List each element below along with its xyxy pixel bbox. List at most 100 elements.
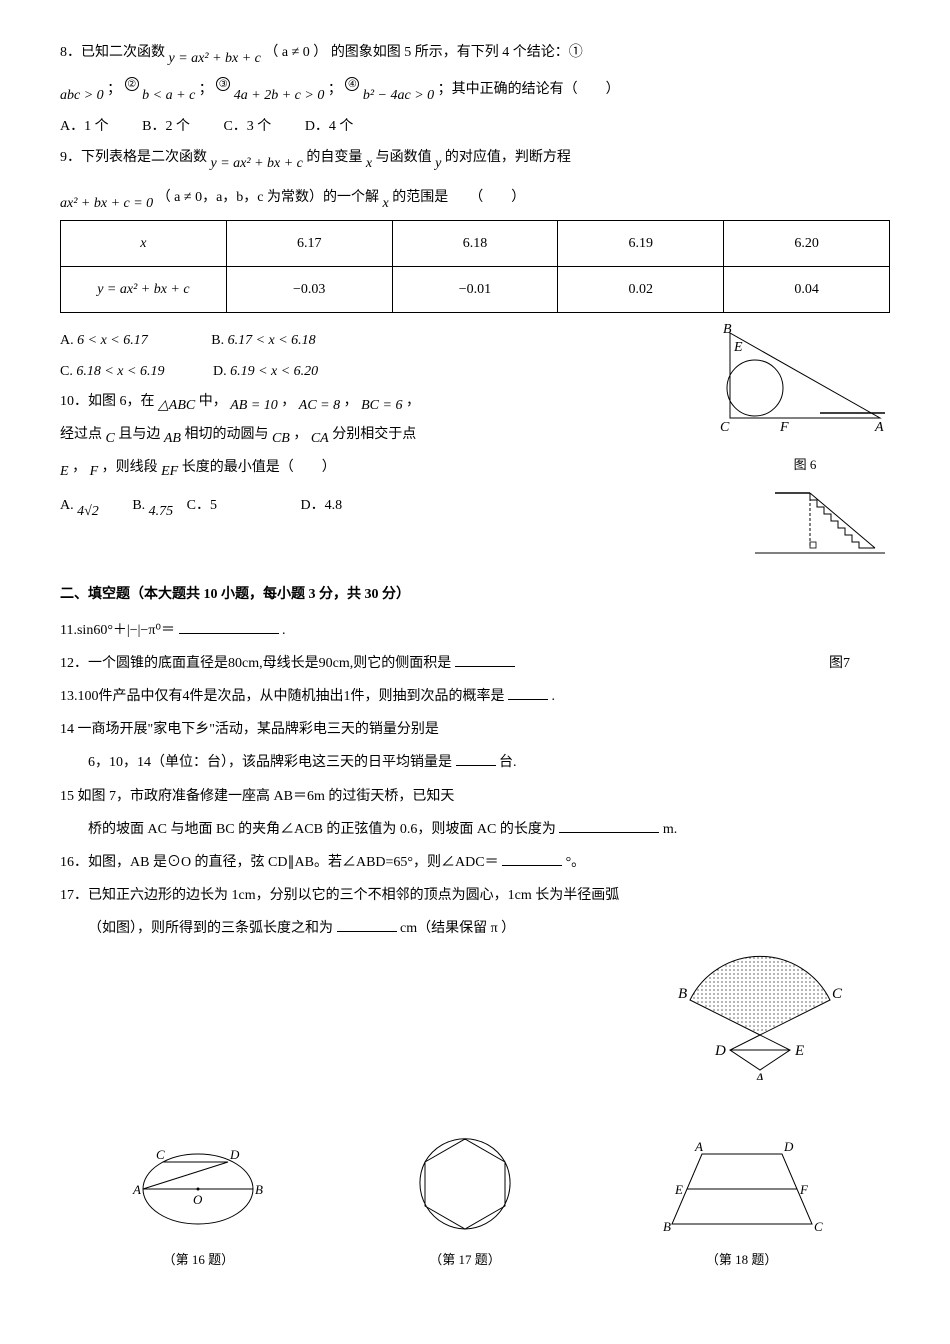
question-13: 13.100件产品中仅有4件是次品，从中随机抽出1件，则抽到次品的概率是 . bbox=[60, 684, 890, 709]
q13-suffix: . bbox=[552, 689, 556, 704]
q15-suffix: m. bbox=[663, 822, 677, 837]
q17-line2: （如图），则所得到的三条弧长度之和为 bbox=[88, 921, 333, 936]
q10-tri: △ABC bbox=[158, 398, 195, 413]
f16-a: A bbox=[132, 1182, 141, 1197]
question-14: 14 一商场开展"家电下乡"活动，某品牌彩电三天的销量分别是 bbox=[60, 717, 890, 742]
q15-blank bbox=[559, 819, 659, 833]
fig6-a: A bbox=[874, 420, 884, 435]
q11-blank bbox=[179, 620, 279, 634]
q8-opt-c: C．3 个 bbox=[223, 114, 271, 139]
section-2-title: 二、填空题（本大题共 10 小题，每小题 3 分，共 30 分） bbox=[60, 582, 890, 607]
q11-text: 11.sin60°＋|−|−π⁰＝ bbox=[60, 623, 175, 638]
q8-options: A．1 个 B．2 个 C．3 个 D．4 个 bbox=[60, 114, 890, 139]
fan-c: C bbox=[832, 986, 843, 1002]
q10-l2d: 分别相交于点 bbox=[332, 427, 416, 442]
q9-mid3: 的对应值，判断方程 bbox=[445, 150, 571, 165]
q10-c4: ， bbox=[293, 427, 307, 442]
q9-x2: x bbox=[383, 196, 389, 211]
q8-c3: 4a + 2b + c > 0 bbox=[234, 88, 325, 103]
q9-a-label: A. bbox=[60, 333, 74, 348]
q15-text: 15 如图 7，市政府准备修建一座高 AB＝6m 的过街天桥，已知天 bbox=[60, 789, 454, 804]
q9-th-1: 6.17 bbox=[226, 220, 392, 266]
q9-q10-block: A. 6 < x < 6.17 B. 6.17 < x < 6.18 C. 6.… bbox=[60, 323, 890, 488]
f16-b: B bbox=[255, 1182, 263, 1197]
q8-opt-b: B．2 个 bbox=[142, 114, 190, 139]
q10-options-row: A. 4√2 B. 4.75 C．5 D．4.8 bbox=[60, 488, 890, 567]
q8-tail: ；其中正确的结论有（ ） bbox=[438, 82, 620, 97]
q8-opt-a: A．1 个 bbox=[60, 114, 109, 139]
q9-eq: ax² + bx + c = 0 bbox=[60, 196, 153, 211]
q9-options-row2: C. 6.18 < x < 6.19 D. 6.19 < x < 6.20 bbox=[60, 359, 710, 384]
trapezoid-icon: A D E F B C bbox=[657, 1139, 827, 1239]
q9-b-label: B. bbox=[211, 333, 224, 348]
f18-a: A bbox=[694, 1139, 703, 1154]
question-8: 8．已知二次函数 y = ax² + bx + c （ a ≠ 0 ） 的图象如… bbox=[60, 40, 890, 65]
fig6-b: B bbox=[723, 323, 732, 337]
q14-text: 14 一商场开展"家电下乡"活动，某品牌彩电三天的销量分别是 bbox=[60, 722, 439, 737]
q10-ca: CA bbox=[311, 431, 329, 446]
q13-text: 13.100件产品中仅有4件是次品，从中随机抽出1件，则抽到次品的概率是 bbox=[60, 689, 505, 704]
q9-th-4: 6.20 bbox=[724, 220, 890, 266]
q8-opt-d: D．4 个 bbox=[305, 114, 354, 139]
figure-7-stairs bbox=[750, 488, 890, 567]
q9-opt-b: 6.17 < x < 6.18 bbox=[228, 333, 316, 348]
q9-mid2: 与函数值 bbox=[376, 150, 432, 165]
fig18-caption: （第 18 题） bbox=[657, 1248, 827, 1271]
q10-c3: ， bbox=[406, 394, 420, 409]
question-17: 17．已知正六边形的边长为 1cm，分别以它的三个不相邻的顶点为圆心，1cm 长… bbox=[60, 883, 890, 908]
q10-ef: EF bbox=[161, 464, 178, 479]
q10-ac: AC = 8 bbox=[299, 398, 340, 413]
q13-blank bbox=[508, 686, 548, 700]
q8-sep1: ； bbox=[107, 82, 121, 97]
q10-b-label: B. bbox=[132, 498, 145, 513]
bottom-figures: A B C D O （第 16 题） （第 17 题） A D E F B C … bbox=[60, 1129, 890, 1272]
q9-options-row1: A. 6 < x < 6.17 B. 6.17 < x < 6.18 bbox=[60, 328, 710, 353]
q10-c5: ， bbox=[72, 460, 86, 475]
circle-chord-icon: A B C D O bbox=[123, 1139, 273, 1239]
f16-d: D bbox=[229, 1147, 240, 1162]
q9-r2-1: −0.03 bbox=[226, 267, 392, 313]
fan-d: D bbox=[714, 1043, 726, 1059]
q9-th-3: 6.19 bbox=[558, 220, 724, 266]
q8-num2: ② bbox=[125, 77, 139, 91]
q14-line2: 6，10，14（单位：台），该品牌彩电这三天的日平均销量是 bbox=[88, 755, 452, 770]
q9-table: x 6.17 6.18 6.19 6.20 y = ax² + bx + c −… bbox=[60, 220, 890, 313]
q9-opt-a: 6 < x < 6.17 bbox=[77, 333, 148, 348]
q9-q10-content: A. 6 < x < 6.17 B. 6.17 < x < 6.18 C. 6.… bbox=[60, 323, 710, 488]
q10-mid1: 中， bbox=[199, 394, 227, 409]
stairs-icon bbox=[750, 488, 890, 558]
q8-sep2: ； bbox=[199, 82, 213, 97]
fig16-caption: （第 16 题） bbox=[123, 1248, 273, 1271]
q16-suffix: °。 bbox=[566, 855, 586, 870]
q9-d-label: D. bbox=[213, 364, 227, 379]
q10-l2b: 且与边 bbox=[118, 427, 160, 442]
question-8-line2: abc > 0 ； ② b < a + c ； ③ 4a + 2b + c > … bbox=[60, 77, 890, 102]
q10-c2: ， bbox=[344, 394, 358, 409]
q10-l3c: ，则线段 bbox=[102, 460, 158, 475]
q10-ptc: C bbox=[106, 431, 115, 446]
q9-y: y bbox=[435, 156, 441, 171]
f16-c: C bbox=[156, 1147, 165, 1162]
q9-r2-label: y = ax² + bx + c bbox=[61, 267, 227, 313]
q9-opt-d: 6.19 < x < 6.20 bbox=[230, 364, 318, 379]
q9-c-label: C. bbox=[60, 364, 73, 379]
q10-opt-d: D．4.8 bbox=[301, 493, 343, 518]
q8-func: y = ax² + bx + c bbox=[169, 51, 261, 66]
table-row: x 6.17 6.18 6.19 6.20 bbox=[61, 220, 890, 266]
q10-l2c: 相切的动圆与 bbox=[184, 427, 268, 442]
q9-prefix: 9．下列表格是二次函数 bbox=[60, 150, 207, 165]
q8-prefix: 8．已知二次函数 bbox=[60, 45, 165, 60]
q8-sep3: ； bbox=[328, 82, 342, 97]
question-17-line2: （如图），则所得到的三条弧长度之和为 cm（结果保留 π ） bbox=[60, 916, 890, 941]
q9-x: x bbox=[366, 156, 372, 171]
q9-th-2: 6.18 bbox=[392, 220, 558, 266]
question-15-line2: 桥的坡面 AC 与地面 BC 的夹角∠ACB 的正弦值为 0.6，则坡面 AC … bbox=[60, 817, 890, 842]
q10-cb: CB bbox=[272, 431, 290, 446]
q10-c1: ， bbox=[281, 394, 295, 409]
f18-c: C bbox=[814, 1219, 823, 1234]
question-15: 15 如图 7，市政府准备修建一座高 AB＝6m 的过街天桥，已知天 bbox=[60, 784, 890, 809]
q15-line2: 桥的坡面 AC 与地面 BC 的夹角∠ACB 的正弦值为 0.6，则坡面 AC … bbox=[88, 822, 556, 837]
question-11: 11.sin60°＋|−|−π⁰＝ . bbox=[60, 618, 890, 643]
q10-e: E bbox=[60, 464, 69, 479]
q9-r2-3: 0.02 bbox=[558, 267, 724, 313]
